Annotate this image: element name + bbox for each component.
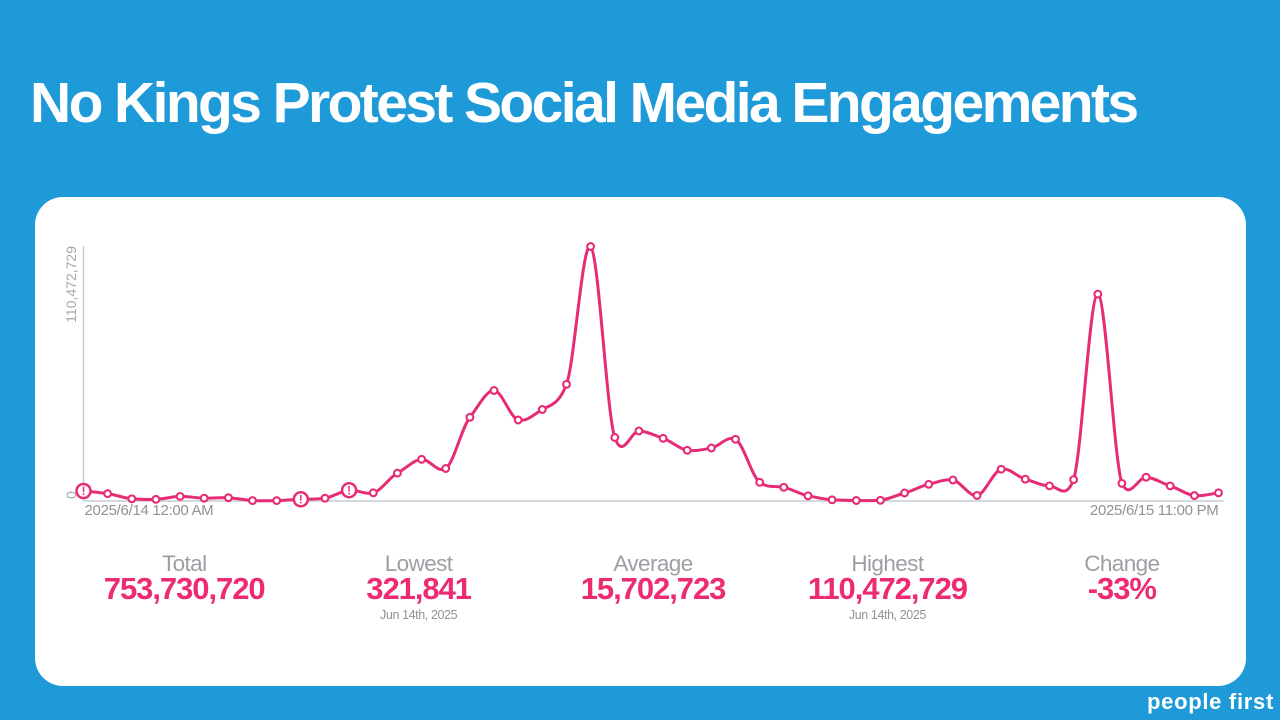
svg-text:110,472,729: 110,472,729 xyxy=(63,245,79,322)
svg-text:0: 0 xyxy=(63,490,79,498)
svg-text:!: ! xyxy=(81,486,85,498)
svg-text:2025/6/14 12:00 AM: 2025/6/14 12:00 AM xyxy=(84,502,213,519)
svg-text:2025/6/15 11:00 PM: 2025/6/15 11:00 PM xyxy=(1089,502,1218,519)
svg-text:!: ! xyxy=(347,485,351,497)
svg-text:!: ! xyxy=(298,494,302,506)
